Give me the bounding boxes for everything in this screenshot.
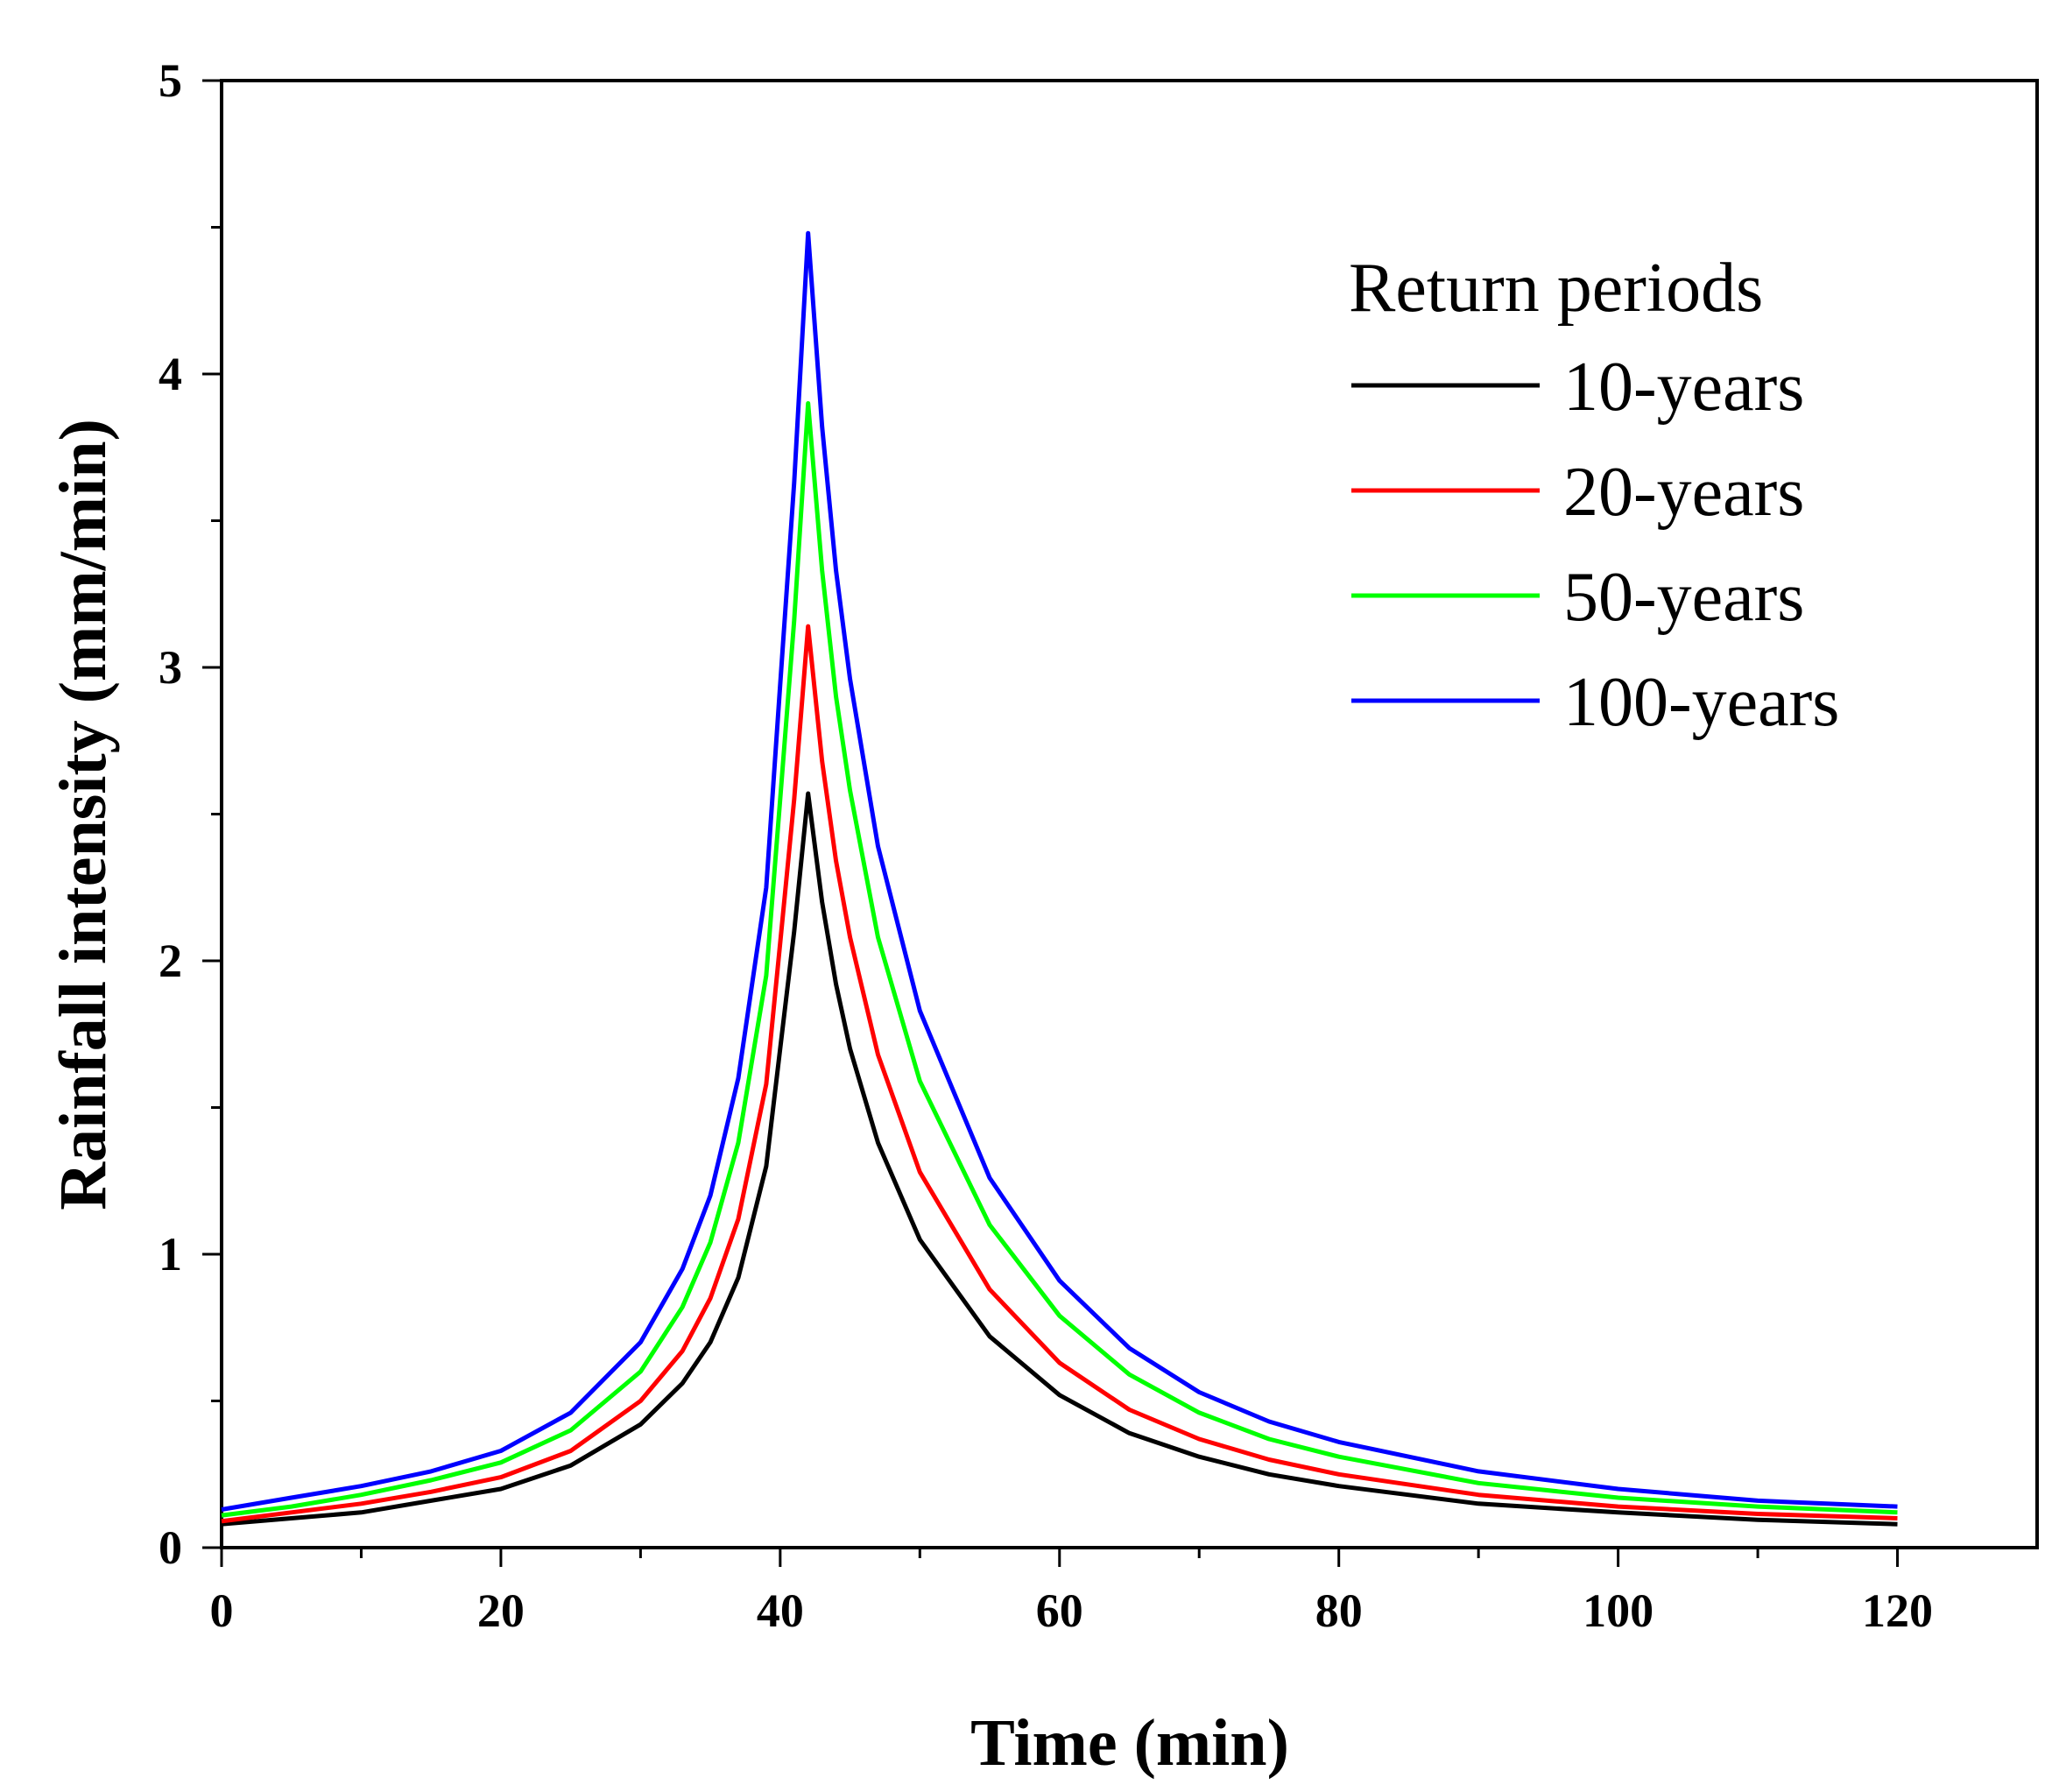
y-tick-label: 4 [159, 348, 182, 400]
x-tick-label: 100 [1583, 1584, 1654, 1637]
legend-items: 10-years 20-years 50-years 100-years [1351, 349, 1839, 741]
series-line-10-years [221, 791, 1898, 1527]
legend-title: Return periods [1349, 250, 1763, 327]
minor-ticks [211, 226, 1759, 1558]
x-tick-label: 0 [210, 1584, 234, 1637]
y-tick-label: 3 [159, 641, 182, 694]
legend-label-100-years: 100-years [1563, 664, 1839, 741]
legend-label-50-years: 50-years [1563, 559, 1804, 636]
plot-frame [220, 79, 2039, 1549]
y-tick-label: 5 [159, 54, 182, 107]
x-tick-label: 40 [757, 1584, 804, 1637]
x-tick-label: 20 [477, 1584, 525, 1637]
series-line-100-years [221, 230, 1898, 1512]
series-lines [221, 230, 1898, 1527]
legend-label-20-years: 20-years [1563, 454, 1804, 531]
series-line-50-years [221, 401, 1898, 1518]
x-tick-labels: 0 20 40 60 80 100 120 [210, 1584, 1934, 1637]
y-axis-title: Rainfall intensity (mm/min) [46, 419, 120, 1210]
y-tick-label: 1 [159, 1228, 182, 1281]
x-axis-title: Time (min) [970, 1706, 1289, 1780]
legend-label-10-years: 10-years [1563, 349, 1804, 426]
series-line-20-years [221, 624, 1898, 1524]
major-ticks [202, 79, 1900, 1567]
y-tick-labels: 0 1 2 3 4 5 [159, 54, 182, 1574]
x-tick-label: 80 [1315, 1584, 1363, 1637]
legend: Return periods 10-years20-years50-years1… [1349, 250, 1839, 741]
y-tick-label: 0 [159, 1521, 182, 1574]
y-tick-label: 2 [159, 935, 182, 987]
x-tick-label: 120 [1862, 1584, 1933, 1637]
x-tick-label: 60 [1036, 1584, 1083, 1637]
